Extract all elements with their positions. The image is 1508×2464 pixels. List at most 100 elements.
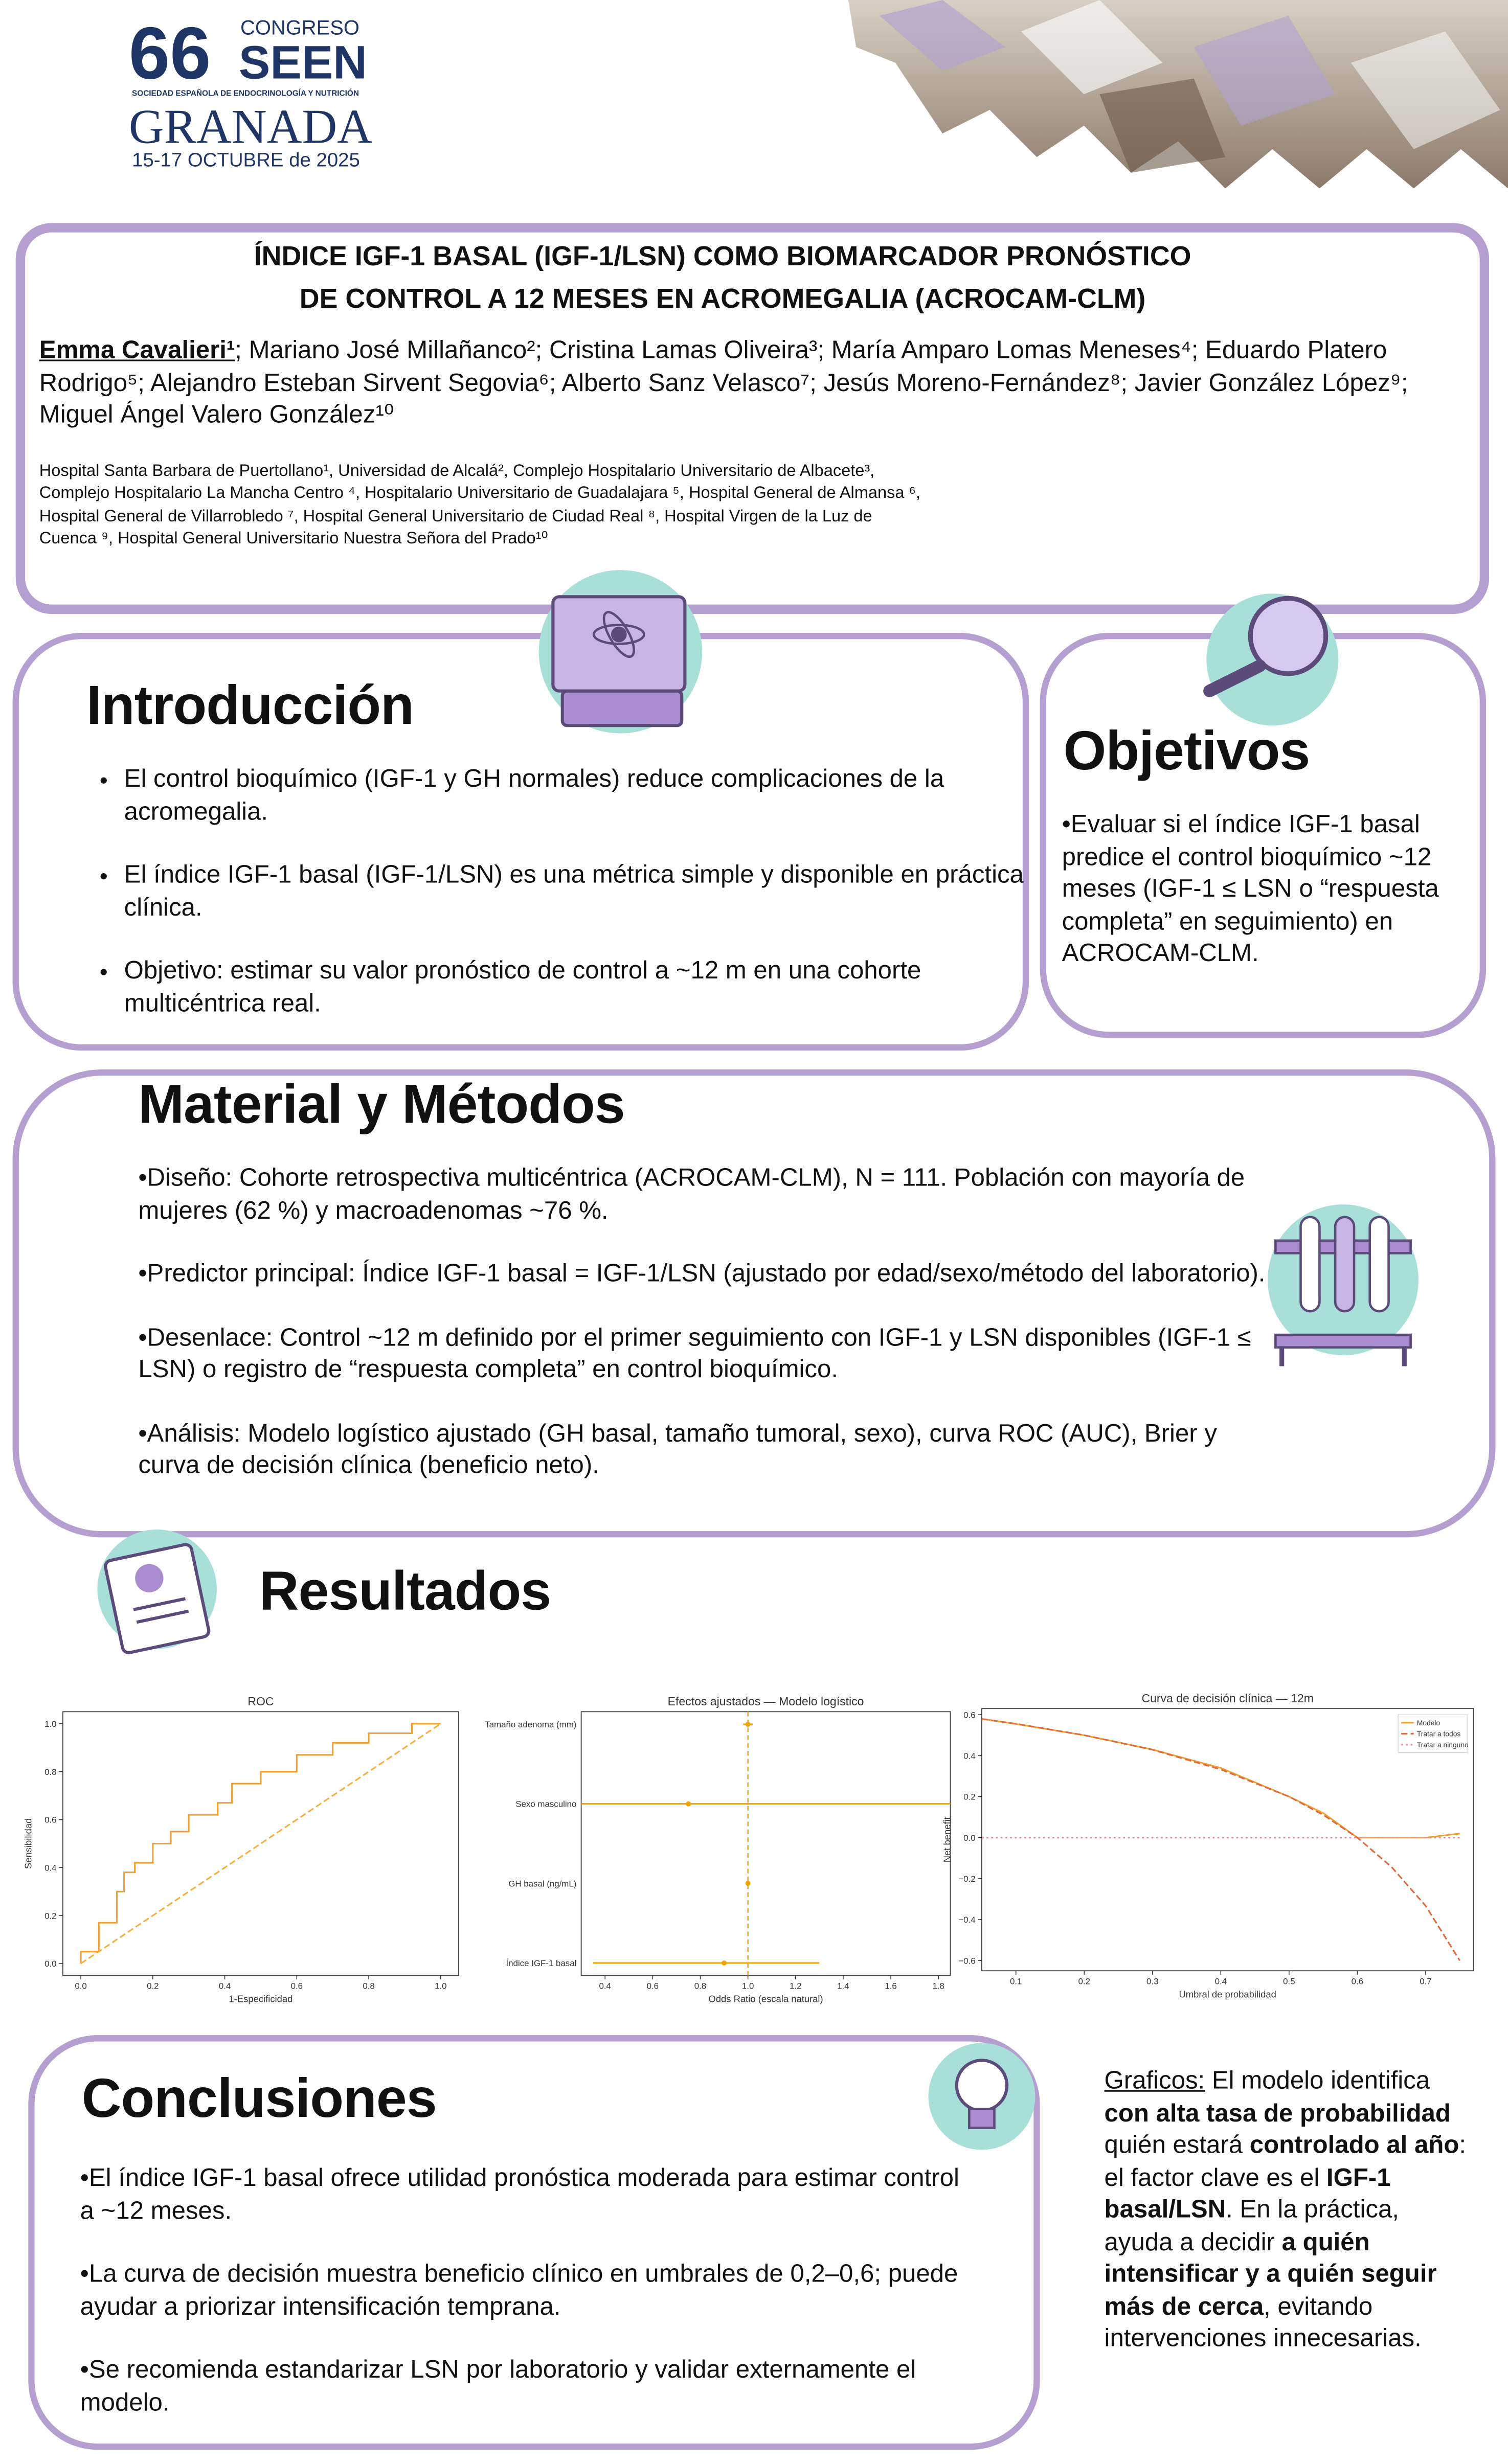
y-tick-label: −0.4 bbox=[958, 1915, 975, 1925]
authors: Emma Cavalieri¹; Mariano José Millañanco… bbox=[39, 336, 1453, 432]
note-segment: IGF-1 basal/LSN bbox=[1104, 2164, 1391, 2224]
y-tick-label: Sexo masculino bbox=[515, 1799, 576, 1809]
y-tick-label: 0.0 bbox=[44, 1959, 56, 1969]
logo-number: 66 bbox=[129, 12, 211, 95]
bullet: Objetivo: estimar su valor pronóstico de… bbox=[124, 956, 1036, 1021]
affiliation-line: Complejo Hospitalario La Mancha Centro ⁴… bbox=[39, 484, 920, 503]
x-axis-label: Odds Ratio (escala natural) bbox=[708, 1994, 823, 2004]
y-tick-label: 0.8 bbox=[44, 1767, 56, 1777]
note-segment: quién estará bbox=[1104, 2132, 1250, 2159]
note-segment: con alta tasa de probabilidad bbox=[1104, 2100, 1451, 2127]
logo-city: GRANADA bbox=[129, 100, 372, 154]
paragraph: •Diseño: Cohorte retrospectiva multicént… bbox=[138, 1165, 1245, 1224]
x-tick-label: 1.0 bbox=[742, 1981, 754, 1991]
legend-box bbox=[1398, 1714, 1468, 1753]
series-line bbox=[80, 1723, 441, 1965]
x-tick-label: 1.4 bbox=[837, 1981, 849, 1991]
x-tick-label: 0.2 bbox=[147, 1981, 159, 1991]
test-tubes-icon bbox=[1268, 1204, 1419, 1366]
legend-label: Modelo bbox=[1417, 1719, 1441, 1727]
metodos-box bbox=[12, 1069, 1496, 1538]
lightbulb-icon bbox=[928, 2043, 1036, 2150]
x-tick-label: 1.6 bbox=[885, 1981, 896, 1991]
intro-list: El control bioquímico (IGF-1 y GH normal… bbox=[86, 765, 1035, 1052]
series-line bbox=[80, 1723, 441, 1964]
logo-seen: SEEN bbox=[239, 36, 367, 89]
logo-congreso: CONGRESO bbox=[240, 17, 359, 39]
note-segment: , evitando intervenciones innecesarias. bbox=[1104, 2293, 1422, 2353]
legend-label: Tratar a ninguno bbox=[1417, 1741, 1469, 1749]
title-box bbox=[15, 223, 1490, 614]
paragraph: •El índice IGF-1 basal ofrece utilidad p… bbox=[80, 2165, 959, 2225]
point-estimate bbox=[745, 1881, 751, 1886]
point-estimate bbox=[745, 1722, 751, 1727]
section-heading: Material y Métodos bbox=[138, 1074, 625, 1135]
y-tick-label: 0.2 bbox=[963, 1792, 975, 1802]
graphics-note: Graficos: El modelo identifica con alta … bbox=[1105, 2067, 1469, 2357]
x-tick-label: 0.0 bbox=[75, 1981, 86, 1991]
intro-box bbox=[12, 632, 1029, 1051]
y-tick-label: 0.4 bbox=[44, 1863, 56, 1873]
x-tick-label: 0.5 bbox=[1283, 1976, 1295, 1986]
y-tick-label: −0.6 bbox=[958, 1956, 975, 1966]
affiliations: Hospital Santa Barbara de Puertollano¹, … bbox=[39, 460, 920, 550]
series-line bbox=[981, 1718, 1460, 1839]
y-tick-label: 0.2 bbox=[44, 1911, 56, 1921]
section-heading: Introducción bbox=[86, 675, 414, 737]
x-tick-label: 0.6 bbox=[1352, 1976, 1363, 1986]
plot-frame bbox=[981, 1708, 1474, 1972]
y-tick-label: GH basal (ng/mL) bbox=[508, 1879, 576, 1888]
x-tick-label: 0.4 bbox=[599, 1981, 611, 1991]
x-tick-label: 0.6 bbox=[647, 1981, 659, 1991]
charts: ROC 1-Especificidad Sensibilidad 0.0 0.2 0.4 0… bbox=[22, 1692, 1474, 2004]
point-estimate bbox=[686, 1801, 691, 1807]
y-axis-label: Sensibilidad bbox=[22, 1818, 33, 1869]
paragraph: •Se recomienda estandarizar LSN por labo… bbox=[80, 2357, 916, 2416]
x-tick-label: 1.0 bbox=[435, 1981, 446, 1991]
title: ÍNDICE IGF-1 BASAL (IGF-1/LSN) COMO BIOM… bbox=[0, 236, 1445, 321]
paragraph: •Desenlace: Control ~12 m definido por e… bbox=[138, 1325, 1251, 1384]
x-axis-label: 1-Especificidad bbox=[229, 1994, 292, 2004]
forest-marks bbox=[581, 1722, 951, 1966]
chart-title: ROC bbox=[247, 1695, 274, 1708]
note-segment: . En la práctica, ayuda a decidir bbox=[1104, 2197, 1399, 2256]
note-segment: : el factor clave es el bbox=[1104, 2132, 1467, 2192]
metodos-text: •Diseño: Cohorte retrospectiva multicént… bbox=[138, 1163, 1285, 1515]
y-tick-label: −0.2 bbox=[958, 1874, 975, 1884]
x-tick-label: 0.2 bbox=[1078, 1976, 1090, 1986]
conclusiones-box bbox=[28, 2035, 1040, 2450]
y-tick-label: Tamaño adenoma (mm) bbox=[485, 1720, 576, 1729]
note-segment: a quién intensificar y a quién seguir má… bbox=[1104, 2229, 1437, 2320]
y-tick-label: 0.6 bbox=[963, 1710, 975, 1720]
bullet: El control bioquímico (IGF-1 y GH normal… bbox=[124, 765, 1036, 829]
x-tick-label: 0.7 bbox=[1420, 1976, 1431, 1986]
magnifier-icon bbox=[1203, 594, 1339, 726]
affiliation-line: Hospital General de Villarrobledo ⁷, Hos… bbox=[39, 506, 872, 526]
section-heading: Conclusiones bbox=[81, 2068, 437, 2130]
point-estimate bbox=[722, 1960, 727, 1966]
legend-label: Tratar a todos bbox=[1417, 1729, 1461, 1738]
title-line: DE CONTROL A 12 MESES EN ACROMEGALIA (AC… bbox=[299, 282, 1146, 314]
series-line bbox=[981, 1718, 1461, 1961]
x-tick-label: 0.4 bbox=[1215, 1976, 1227, 1986]
paragraph: •La curva de decisión muestra beneficio … bbox=[80, 2261, 958, 2320]
affiliation-line: Hospital Santa Barbara de Puertollano¹, … bbox=[39, 462, 875, 481]
affiliation-line: Cuenca ⁹, Hospital General Universitario… bbox=[39, 529, 548, 548]
y-tick-label: 1.0 bbox=[44, 1719, 56, 1729]
x-tick-label: 1.8 bbox=[932, 1981, 944, 1991]
conclusiones-text: •El índice IGF-1 basal ofrece utilidad p… bbox=[80, 2164, 960, 2451]
co-authors: ; Mariano José Millañanco²; Cristina Lam… bbox=[39, 337, 1408, 429]
bullet: El índice IGF-1 basal (IGF-1/LSN) es una… bbox=[124, 860, 1036, 925]
book-icon bbox=[538, 570, 703, 734]
x-tick-label: 0.1 bbox=[1010, 1976, 1022, 1986]
header-image bbox=[848, 0, 1508, 189]
y-tick-label: 0.4 bbox=[963, 1751, 975, 1761]
plot-frame bbox=[62, 1711, 459, 1976]
plot-frame bbox=[580, 1711, 951, 1976]
note-segment: Graficos: bbox=[1104, 2068, 1205, 2095]
y-axis-label: Net benefit bbox=[941, 1817, 952, 1862]
logo-dates: 15-17 OCTUBRE de 2025 bbox=[132, 149, 360, 171]
